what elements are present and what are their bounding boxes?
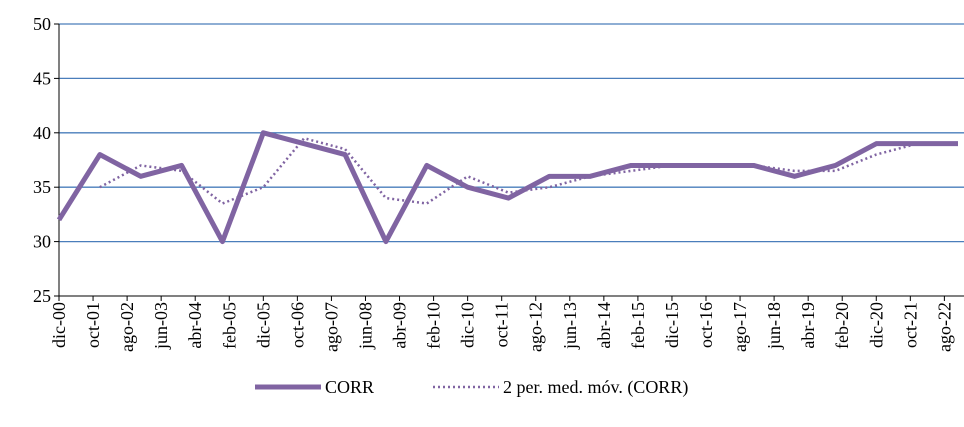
x-tick-label: oct-06 bbox=[287, 302, 307, 348]
x-tick-label: oct-21 bbox=[900, 302, 920, 348]
x-tick-label: feb-05 bbox=[219, 302, 239, 349]
x-tick-label: ago-17 bbox=[730, 302, 750, 352]
x-tick-label: feb-10 bbox=[424, 302, 444, 349]
x-tick-label: dic-15 bbox=[662, 302, 682, 348]
x-tick-label: ago-02 bbox=[117, 302, 137, 352]
y-tick-label: 30 bbox=[33, 232, 51, 252]
x-tick-label: oct-01 bbox=[83, 302, 103, 348]
x-tick-label: oct-16 bbox=[696, 302, 716, 348]
legend-label: 2 per. med. móv. (CORR) bbox=[503, 377, 688, 398]
legend-label: CORR bbox=[325, 377, 374, 397]
x-tick-label: jun-18 bbox=[764, 302, 784, 350]
y-tick-label: 40 bbox=[33, 123, 51, 143]
y-tick-label: 45 bbox=[33, 68, 51, 88]
x-tick-label: abr-19 bbox=[798, 302, 818, 349]
x-tick-label: oct-11 bbox=[492, 302, 512, 347]
x-tick-label: ago-22 bbox=[934, 302, 954, 352]
y-tick-label: 50 bbox=[33, 14, 51, 34]
x-tick-label: feb-20 bbox=[832, 302, 852, 349]
x-tick-label: feb-15 bbox=[628, 302, 648, 349]
x-tick-label: dic-05 bbox=[253, 302, 273, 348]
x-tick-label: dic-00 bbox=[49, 302, 69, 348]
y-tick-label: 25 bbox=[33, 286, 51, 306]
x-tick-label: jun-13 bbox=[560, 302, 580, 350]
x-tick-label: jun-08 bbox=[355, 302, 375, 350]
x-tick-label: abr-09 bbox=[390, 302, 410, 349]
x-tick-label: ago-07 bbox=[321, 302, 341, 352]
y-tick-label: 35 bbox=[33, 177, 51, 197]
x-tick-label: abr-04 bbox=[185, 302, 205, 349]
x-tick-label: abr-14 bbox=[594, 302, 614, 349]
x-tick-label: ago-12 bbox=[526, 302, 546, 352]
series-line bbox=[99, 136, 958, 205]
series-line bbox=[56, 130, 958, 245]
x-tick-label: dic-20 bbox=[866, 302, 886, 348]
x-tick-label: jun-03 bbox=[151, 302, 171, 350]
x-tick-label: dic-10 bbox=[458, 302, 478, 348]
